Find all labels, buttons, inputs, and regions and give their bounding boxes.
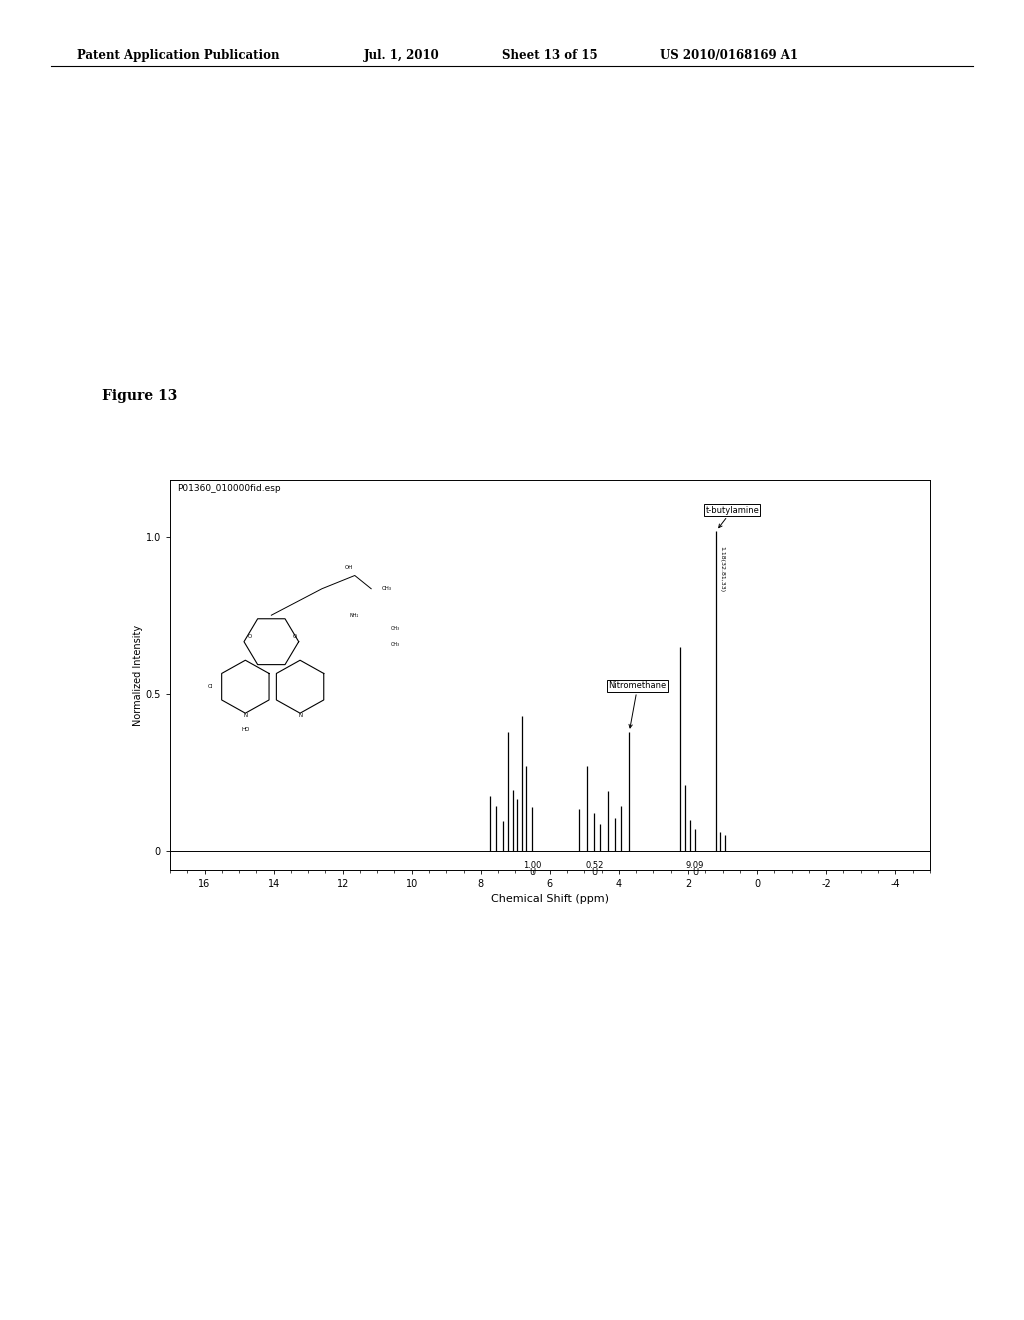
Text: U: U [592,869,598,876]
Text: 9.09: 9.09 [686,861,705,870]
Text: P01360_010000fid.esp: P01360_010000fid.esp [177,484,282,494]
Text: 1.18(32.81,33): 1.18(32.81,33) [720,546,725,593]
Text: Nitromethane: Nitromethane [608,681,667,727]
Text: Patent Application Publication: Patent Application Publication [77,49,280,62]
Text: Figure 13: Figure 13 [102,389,178,404]
Text: Jul. 1, 2010: Jul. 1, 2010 [364,49,439,62]
Text: 1.00: 1.00 [523,861,542,870]
Text: 0.52: 0.52 [586,861,604,870]
Text: t-butylamine: t-butylamine [706,506,759,528]
Text: US 2010/0168169 A1: US 2010/0168169 A1 [660,49,799,62]
Text: Sheet 13 of 15: Sheet 13 of 15 [502,49,597,62]
Text: U: U [529,869,536,876]
X-axis label: Chemical Shift (ppm): Chemical Shift (ppm) [490,895,609,904]
Text: U: U [692,869,698,876]
Y-axis label: Normalized Intensity: Normalized Intensity [133,624,142,726]
